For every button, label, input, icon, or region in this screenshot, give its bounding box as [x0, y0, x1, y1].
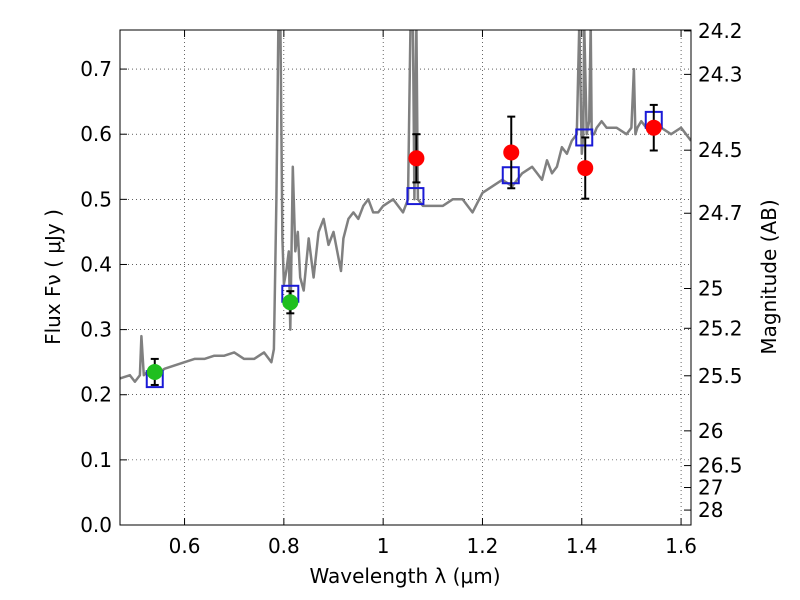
y-tick-label: 0.1: [80, 448, 112, 472]
right-tick-label: 24.5: [698, 138, 743, 162]
x-tick-label: 1.2: [467, 534, 499, 558]
y-tick-label: 0.0: [80, 513, 112, 537]
right-tick-label: 24.2: [698, 19, 743, 43]
y-tick-label: 0.7: [80, 57, 112, 81]
right-axis-label: Magnitude (AB): [757, 199, 781, 354]
right-tick-label: 26.5: [698, 454, 743, 478]
observed-point: [577, 160, 594, 177]
right-tick-label: 28: [698, 498, 723, 522]
observed-point: [645, 119, 662, 136]
x-tick-label: 0.6: [169, 534, 201, 558]
observed-point: [146, 363, 163, 380]
right-tick-label: 26: [698, 419, 723, 443]
y-tick-label: 0.2: [80, 383, 112, 407]
observed-point: [282, 294, 299, 311]
right-tick-label: 24.7: [698, 201, 743, 225]
spectrum-line: [120, 30, 691, 383]
observed-point: [503, 144, 520, 161]
x-tick-label: 0.8: [268, 534, 300, 558]
right-tick-label: 25.5: [698, 364, 743, 388]
x-tick-label: 1: [377, 534, 390, 558]
y-axis-label: Flux Fν ( μJy ): [41, 209, 65, 345]
model-photometry-point: [406, 187, 425, 206]
grid-lines: [120, 30, 691, 526]
x-axis-label: Wavelength λ (μm): [309, 564, 500, 588]
y-tick-label: 0.4: [80, 252, 112, 276]
right-tick-label: 27: [698, 476, 723, 500]
right-tick-label: 25.2: [698, 316, 743, 340]
x-tick-label: 1.6: [665, 534, 697, 558]
y-tick-label: 0.6: [80, 122, 112, 146]
plot-area: [120, 30, 691, 389]
observed-point: [408, 150, 425, 167]
y-tick-label: 0.5: [80, 187, 112, 211]
right-tick-label: 25: [698, 277, 723, 301]
axis-ticks: 0.6 0.8 1 1.2 1.4 1.6 0.0 0.1 0.2 0.3 0.4 0.5 0.6 0.7…: [80, 19, 742, 558]
y-tick-label: 0.3: [80, 318, 112, 342]
plot-frame: [119, 29, 692, 526]
x-tick-label: 1.4: [566, 534, 598, 558]
right-tick-label: 24.3: [698, 62, 743, 86]
